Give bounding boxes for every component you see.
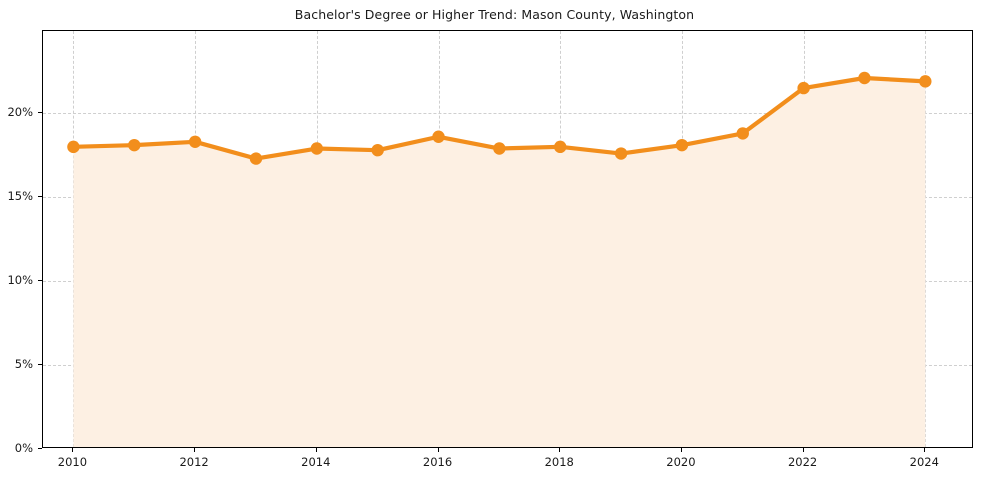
x-axis-tick-mark — [437, 448, 439, 452]
data-point — [919, 75, 932, 88]
data-point — [432, 130, 445, 143]
data-point — [736, 127, 749, 140]
data-point — [67, 140, 80, 154]
gridline-horizontal — [43, 113, 972, 115]
x-axis-tick-label: 2022 — [787, 455, 818, 469]
x-axis-tick-label: 2012 — [179, 455, 209, 469]
chart-title: Bachelor's Degree or Higher Trend: Mason… — [294, 7, 695, 22]
data-point — [797, 81, 810, 95]
x-axis-tick-mark — [680, 448, 682, 452]
data-point — [249, 152, 263, 165]
data-point-markers — [67, 71, 932, 165]
data-point — [858, 71, 871, 85]
x-axis-tick-mark — [315, 448, 317, 452]
x-axis-tick-mark — [559, 448, 561, 452]
x-axis-tick-mark — [802, 448, 804, 452]
data-point — [371, 143, 384, 157]
data-point — [188, 135, 202, 148]
y-axis-tick-mark — [38, 196, 42, 198]
y-axis-tick-label: 5% — [14, 357, 33, 372]
data-point — [614, 147, 628, 160]
y-axis-tick-label: 0% — [14, 441, 33, 455]
x-axis-tick-mark — [72, 448, 74, 452]
data-point — [128, 138, 141, 152]
data-point — [493, 142, 506, 155]
x-axis-tick-label: 2010 — [57, 455, 88, 469]
plot-area — [42, 30, 973, 448]
y-axis-tick-label: 15% — [7, 189, 33, 204]
gridline-vertical — [925, 31, 927, 447]
data-point — [675, 138, 689, 152]
x-axis-tick-label: 2014 — [301, 455, 331, 469]
x-axis-tick-label: 2024 — [909, 455, 939, 469]
x-axis-tick-mark — [194, 448, 196, 452]
y-axis-tick-mark — [38, 112, 42, 114]
y-axis-tick-label: 20% — [7, 105, 33, 120]
x-axis-tick-label: 2016 — [422, 455, 453, 469]
x-axis-tick-label: 2020 — [666, 455, 696, 469]
y-axis-tick-mark — [38, 280, 42, 282]
y-axis-tick-mark — [38, 364, 42, 366]
area-fill — [73, 78, 926, 447]
x-axis-tick-label: 2018 — [544, 455, 574, 469]
series-area-line — [67, 71, 932, 447]
data-point — [310, 142, 324, 155]
y-axis-tick-mark — [38, 448, 42, 449]
data-point — [554, 140, 567, 154]
y-axis-tick-label: 10% — [7, 273, 33, 288]
x-axis-tick-mark — [924, 448, 926, 452]
